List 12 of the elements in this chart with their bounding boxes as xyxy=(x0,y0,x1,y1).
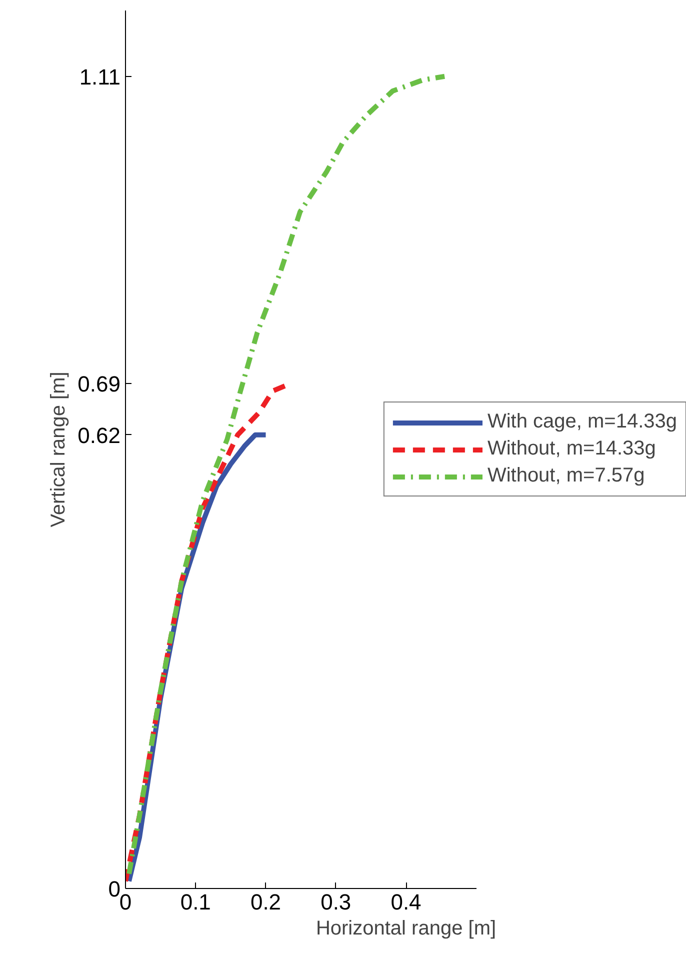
y-axis-title: Vertical range [m] xyxy=(48,372,70,528)
x-tick-label: 0.1 xyxy=(180,890,211,914)
legend-label: Without, m=14.33g xyxy=(487,438,656,460)
y-tick-label: 1.11 xyxy=(79,64,120,90)
legend-label: Without, m=7.57g xyxy=(487,464,645,488)
x-tick-label: 0.4 xyxy=(390,890,422,914)
x-tick-label: 0.3 xyxy=(320,890,352,914)
x-axis-title: Horizontal range [m] xyxy=(316,918,496,940)
legend-label: With cage, m=14.33g xyxy=(487,410,677,434)
y-tick-label: 0.69 xyxy=(78,372,121,397)
y-tick-label: 0.62 xyxy=(78,422,121,448)
x-tick-label: 0.2 xyxy=(250,890,282,914)
